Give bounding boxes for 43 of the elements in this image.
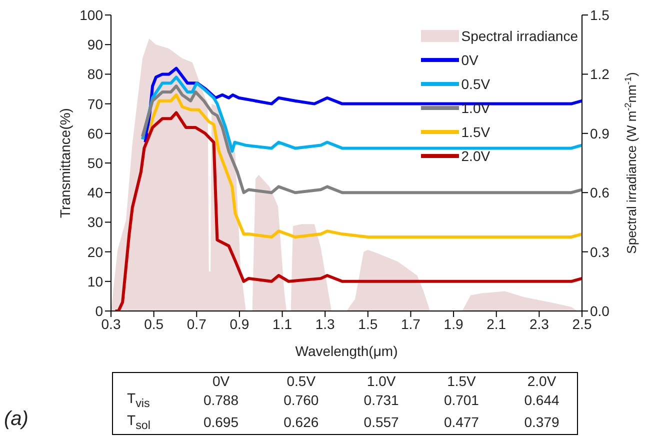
- y-tick-label: 100: [80, 6, 104, 23]
- y-tick-label: 30: [87, 214, 104, 230]
- text: T$_{sol}$ 0.695 0.626 0.557 0.477 0.379: [127, 412, 560, 432]
- y2-tick-label: 0.6: [590, 184, 610, 201]
- line-series: [140, 76, 582, 153]
- y-tick-label: 90: [87, 36, 104, 53]
- y2-tick-label: 1.2: [590, 66, 610, 82]
- y2-tick-label: 0.3: [590, 244, 610, 260]
- y-tick-label: 60: [87, 125, 104, 142]
- y2-tick-label: 0.9: [590, 125, 610, 142]
- x-tick-label: 0.9: [230, 316, 250, 332]
- legend-label: Spectral irradiance: [461, 27, 578, 46]
- y2-tick-label: 0.0: [590, 302, 610, 319]
- legend-label: 0.5V: [461, 75, 490, 94]
- x-tick-label: 0.3: [101, 316, 121, 332]
- x-tick-label: 0.7: [186, 316, 207, 332]
- text: (a): [4, 408, 28, 431]
- y-tick-label: 70: [87, 96, 104, 112]
- x-tick-label: 1.5: [358, 316, 378, 332]
- x-tick-label: 1.9: [444, 316, 464, 332]
- y2-tick-label: 1.5: [590, 6, 610, 23]
- x-tick-label: 2.5: [572, 316, 592, 332]
- x-tick-label: 1.1: [272, 316, 292, 332]
- y-axis-title: Transmittance(%): [57, 108, 73, 218]
- x-tick-label: 1.7: [400, 316, 421, 332]
- x-axis-title: Wavelength(μm): [295, 343, 398, 359]
- x-tick-label: 2.3: [529, 316, 550, 332]
- x-tick-label: 0.5: [144, 316, 164, 332]
- y-tick-label: 20: [87, 244, 104, 260]
- legend-label: 1.5V: [461, 123, 490, 142]
- text: T$_{vis}$ 0.788 0.760 0.731 0.701 0.644: [127, 390, 560, 410]
- y-tick-label: 80: [87, 66, 104, 82]
- y-tick-label: 10: [87, 273, 104, 290]
- legend-label: 0V: [461, 51, 478, 70]
- x-tick-label: 2.1: [486, 316, 506, 332]
- y-tick-label: 40: [87, 184, 104, 201]
- legend-label: 2.0V: [461, 147, 490, 166]
- text: 0V 0.5V 1.0V 1.5V 2.0V: [212, 373, 556, 389]
- y-tick-label: 0: [95, 302, 104, 319]
- y-tick-label: 50: [87, 154, 104, 171]
- line-series: [148, 93, 582, 238]
- x-tick-label: 1.3: [315, 316, 336, 332]
- line-series: [144, 66, 582, 144]
